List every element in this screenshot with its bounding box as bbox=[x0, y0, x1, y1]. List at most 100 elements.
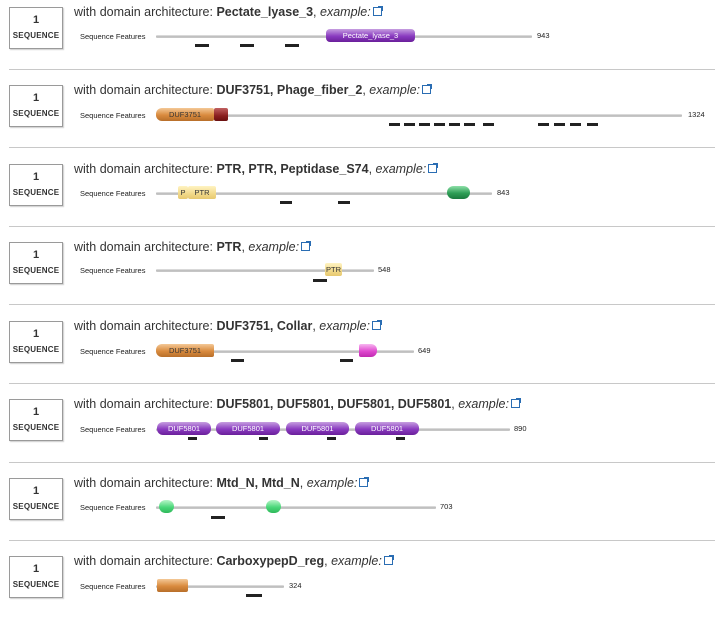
sequence-count: 1 bbox=[32, 249, 40, 261]
architecture-name: PTR bbox=[216, 240, 242, 254]
sequence-count: 1 bbox=[32, 92, 40, 104]
feature-mark bbox=[211, 516, 225, 519]
architecture-title: with domain architecture: PTR, example: bbox=[74, 240, 312, 254]
example-link-text: example: bbox=[306, 476, 358, 490]
domain-mtd-n[interactable] bbox=[159, 500, 174, 513]
domain-phage-fiber-2[interactable] bbox=[214, 108, 228, 121]
domain-duf5801[interactable]: DUF5801 bbox=[216, 422, 280, 435]
row-separator bbox=[9, 462, 715, 463]
feature-mark bbox=[240, 44, 254, 47]
feature-mark bbox=[483, 123, 494, 126]
architecture-name: PTR, PTR, Peptidase_S74 bbox=[216, 162, 369, 176]
domain-peptidase-s74[interactable] bbox=[447, 186, 470, 199]
feature-mark bbox=[404, 123, 415, 126]
sequence-length: 649 bbox=[418, 346, 431, 355]
example-link-text: example: bbox=[320, 5, 371, 19]
sequence-count-label: SEQUENCE bbox=[12, 502, 60, 511]
feature-mark bbox=[313, 279, 327, 282]
example-link-text: example: bbox=[331, 554, 382, 568]
sequence-length: 843 bbox=[497, 188, 510, 197]
sequence-features-label: Sequence Features bbox=[80, 425, 146, 434]
feature-mark bbox=[280, 201, 292, 204]
domain-ptr[interactable]: PTR bbox=[325, 263, 342, 276]
sequence-line bbox=[156, 506, 436, 509]
feature-mark bbox=[570, 123, 581, 126]
example-link-text: example: bbox=[319, 319, 370, 333]
domain-duf5801[interactable]: DUF5801 bbox=[157, 422, 211, 435]
sequence-count-label: SEQUENCE bbox=[12, 580, 60, 589]
architecture-title: with domain architecture: DUF3751, Phage… bbox=[74, 83, 433, 97]
domain-carboxypepd-reg[interactable] bbox=[157, 579, 188, 592]
domain-pectate-lyase-3[interactable]: Pectate_lyase_3 bbox=[326, 29, 415, 42]
feature-mark bbox=[195, 44, 209, 47]
example-link[interactable]: example: bbox=[331, 554, 394, 568]
architecture-name: Pectate_lyase_3 bbox=[216, 5, 314, 19]
sequence-count-label: SEQUENCE bbox=[12, 266, 60, 275]
sequence-length: 548 bbox=[378, 265, 391, 274]
architecture-name: CarboxypepD_reg bbox=[216, 554, 325, 568]
sequence-count: 1 bbox=[32, 328, 40, 340]
sequence-length: 1324 bbox=[688, 110, 705, 119]
example-link[interactable]: example: bbox=[319, 319, 382, 333]
sequence-features-label: Sequence Features bbox=[80, 189, 146, 198]
architecture-row: 1 SEQUENCE with domain architecture: Pec… bbox=[0, 0, 716, 78]
sequence-count: 1 bbox=[32, 406, 40, 418]
example-link[interactable]: example: bbox=[248, 240, 312, 254]
row-separator bbox=[9, 69, 715, 70]
sequence-features-label: Sequence Features bbox=[80, 503, 146, 512]
sequence-count: 1 bbox=[32, 563, 40, 575]
architecture-row: 1 SEQUENCE with domain architecture: DUF… bbox=[0, 314, 716, 392]
example-link[interactable]: example: bbox=[320, 5, 383, 19]
sequence-count-label: SEQUENCE bbox=[12, 345, 60, 354]
sequence-line bbox=[156, 192, 492, 195]
sequence-count-box[interactable]: 1 SEQUENCE bbox=[9, 399, 63, 441]
title-prefix: with domain architecture: bbox=[74, 476, 217, 490]
sequence-features-label: Sequence Features bbox=[80, 32, 146, 41]
domain-duf5801[interactable]: DUF5801 bbox=[355, 422, 419, 435]
example-link-text: example: bbox=[248, 240, 300, 254]
external-link-icon bbox=[372, 6, 383, 16]
row-separator bbox=[9, 147, 715, 148]
domain-mtd-n[interactable] bbox=[266, 500, 281, 513]
feature-mark bbox=[340, 359, 353, 362]
example-link[interactable]: example: bbox=[306, 476, 370, 490]
feature-mark bbox=[419, 123, 430, 126]
title-prefix: with domain architecture: bbox=[74, 5, 217, 19]
title-prefix: with domain architecture: bbox=[74, 397, 217, 411]
example-link-text: example: bbox=[375, 162, 427, 176]
sequence-count-box[interactable]: 1 SEQUENCE bbox=[9, 478, 63, 520]
sequence-count: 1 bbox=[32, 485, 40, 497]
sequence-line bbox=[156, 350, 414, 353]
feature-mark bbox=[389, 123, 400, 126]
feature-mark bbox=[538, 123, 549, 126]
domain-duf5801[interactable]: DUF5801 bbox=[286, 422, 349, 435]
sequence-count-box[interactable]: 1 SEQUENCE bbox=[9, 321, 63, 363]
sequence-features-label: Sequence Features bbox=[80, 266, 146, 275]
sequence-count-box[interactable]: 1 SEQUENCE bbox=[9, 7, 63, 49]
feature-mark bbox=[338, 201, 350, 204]
feature-mark bbox=[587, 123, 598, 126]
sequence-count-box[interactable]: 1 SEQUENCE bbox=[9, 242, 63, 284]
sequence-line bbox=[156, 114, 682, 117]
domain-collar[interactable] bbox=[359, 344, 377, 357]
example-link[interactable]: example: bbox=[375, 162, 439, 176]
external-link-icon bbox=[510, 398, 521, 408]
sequence-line bbox=[156, 585, 284, 588]
title-prefix: with domain architecture: bbox=[74, 162, 217, 176]
sequence-count-box[interactable]: 1 SEQUENCE bbox=[9, 85, 63, 127]
architecture-row: 1 SEQUENCE with domain architecture: Mtd… bbox=[0, 471, 716, 549]
domain-duf3751[interactable]: DUF3751 bbox=[156, 108, 214, 121]
domain-ptr[interactable]: P bbox=[178, 186, 188, 199]
domain-ptr[interactable]: PTR bbox=[188, 186, 216, 199]
sequence-count: 1 bbox=[32, 171, 40, 183]
example-link[interactable]: example: bbox=[458, 397, 521, 411]
feature-mark bbox=[396, 437, 405, 440]
example-link[interactable]: example: bbox=[369, 83, 433, 97]
sequence-count-box[interactable]: 1 SEQUENCE bbox=[9, 556, 63, 598]
sequence-length: 324 bbox=[289, 581, 302, 590]
architecture-row: 1 SEQUENCE with domain architecture: DUF… bbox=[0, 392, 716, 470]
architecture-row: 1 SEQUENCE with domain architecture: DUF… bbox=[0, 78, 716, 156]
sequence-count-box[interactable]: 1 SEQUENCE bbox=[9, 164, 63, 206]
architecture-title: with domain architecture: CarboxypepD_re… bbox=[74, 554, 394, 568]
domain-duf3751[interactable]: DUF3751 bbox=[156, 344, 214, 357]
